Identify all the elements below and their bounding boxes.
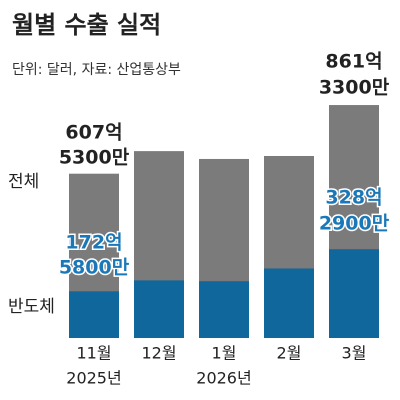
value-label: 5800만 [59, 257, 130, 279]
x-tick-label: 11월 [76, 344, 111, 363]
legend-label: 전체 [8, 172, 39, 192]
bar [199, 281, 249, 338]
chart-subtitle: 단위: 달러, 자료: 산업통상부 [12, 62, 181, 78]
value-label: 861억 [325, 51, 382, 73]
value-label: 3300만 [319, 77, 390, 99]
value-label: 607억 [65, 122, 122, 144]
x-tick-label: 1월 [212, 344, 237, 363]
value-label: 172억 [65, 232, 122, 254]
bar [329, 249, 379, 338]
x-tick-sublabel: 2026년 [196, 369, 251, 388]
value-label: 328억 [325, 187, 382, 209]
x-tick-label: 2월 [277, 344, 302, 363]
bar [264, 268, 314, 338]
value-label: 2900만 [319, 213, 390, 235]
x-tick-label: 3월 [342, 344, 367, 363]
x-tick-label: 12월 [141, 344, 176, 363]
x-tick-sublabel: 2025년 [66, 369, 121, 388]
value-label: 5300만 [59, 147, 130, 169]
chart-title: 월별 수출 실적 [12, 11, 161, 39]
bar [134, 280, 184, 338]
bar [69, 291, 119, 338]
legend-label: 반도체 [8, 297, 55, 317]
